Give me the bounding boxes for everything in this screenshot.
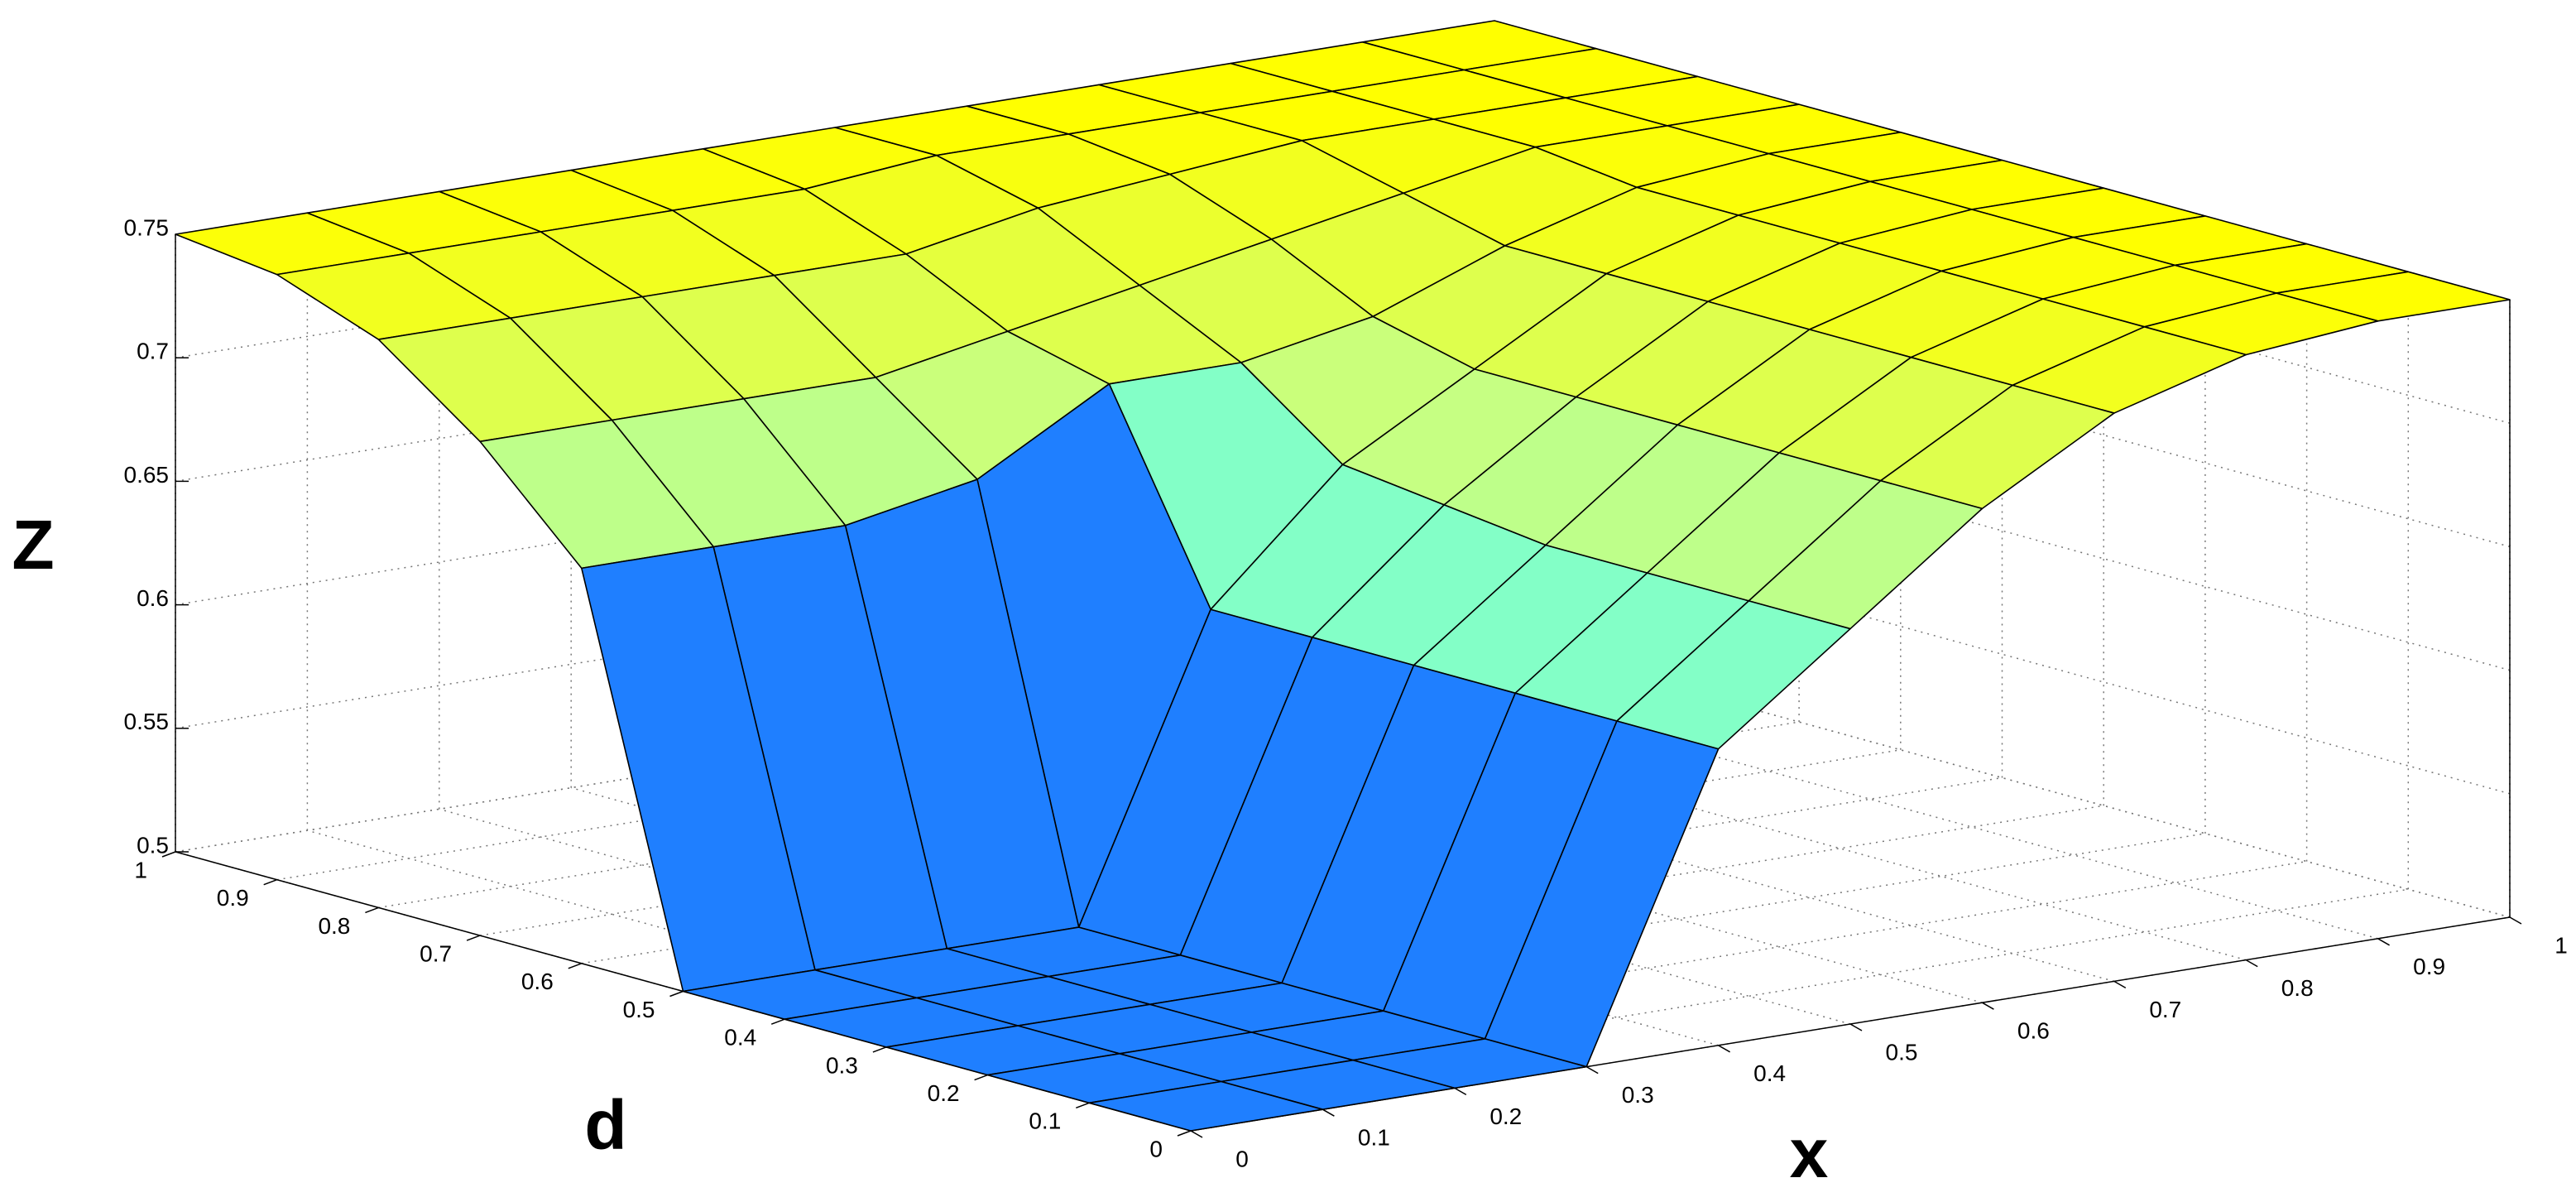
grid-line <box>683 776 2003 993</box>
d-tick <box>263 878 277 886</box>
d-tick <box>466 935 481 941</box>
z-tick-label: 0.75 <box>124 214 170 240</box>
d-tick-label: 0.3 <box>826 1052 858 1078</box>
x-tick <box>1982 1002 1994 1010</box>
x-tick-label: 0.7 <box>2149 997 2181 1022</box>
d-tick <box>1177 1130 1192 1137</box>
d-tick <box>365 906 379 914</box>
x-tick-label: 0 <box>1235 1146 1249 1171</box>
x-tick <box>1849 1023 1863 1031</box>
d-tick <box>1076 1102 1090 1109</box>
x-axis-label: x <box>1790 1114 1829 1192</box>
d-tick-label: 0 <box>1149 1136 1163 1161</box>
z-tick-label: 0.6 <box>137 585 169 611</box>
x-tick-label: 0.3 <box>1622 1082 1654 1108</box>
grid-line <box>987 860 2307 1076</box>
d-tick-label: 0.1 <box>1029 1108 1061 1134</box>
grid-line <box>784 805 2104 1020</box>
x-tick-label: 1 <box>2554 932 2568 958</box>
x-tick-label: 0.4 <box>1753 1060 1786 1086</box>
d-tick <box>669 990 684 998</box>
x-tick-label: 0.8 <box>2281 975 2314 1001</box>
x-tick <box>1454 1087 1467 1096</box>
d-tick-label: 0.5 <box>623 997 655 1022</box>
x-tick <box>1585 1065 1599 1075</box>
z-tick-label: 0.65 <box>124 462 170 488</box>
x-tick-label: 0.9 <box>2413 954 2445 979</box>
d-tick <box>974 1074 988 1081</box>
d-tick-label: 0.2 <box>928 1080 960 1106</box>
d-tick-label: 1 <box>134 857 147 882</box>
z-tick-label: 0.7 <box>137 339 169 364</box>
d-tick <box>568 963 583 969</box>
d-tick-label: 0.4 <box>724 1025 756 1051</box>
x-tick-label: 0.1 <box>1358 1125 1390 1151</box>
x-tick <box>1190 1130 1203 1138</box>
x-tick <box>2113 980 2127 989</box>
surface-cell <box>1088 1080 1324 1132</box>
x-tick-label: 0.5 <box>1886 1039 1918 1065</box>
z-axis-label: Z <box>12 506 54 584</box>
x-tick <box>2377 938 2390 946</box>
d-tick <box>872 1046 887 1053</box>
d-axis-label: d <box>584 1086 626 1164</box>
x-tick <box>2245 959 2258 968</box>
d-tick-label: 0.8 <box>318 913 350 939</box>
d-tick-label: 0.7 <box>420 940 452 966</box>
x-tick <box>1718 1045 1730 1053</box>
z-tick-label: 0.55 <box>124 709 170 734</box>
d-tick-label: 0.9 <box>217 885 249 911</box>
z-tick-label: 0.5 <box>137 832 169 858</box>
grid-line <box>1089 888 2409 1104</box>
x-tick-label: 0.6 <box>2017 1018 2050 1044</box>
d-tick <box>161 851 176 858</box>
grid-line <box>885 833 2206 1048</box>
x-tick-label: 0.2 <box>1489 1103 1522 1129</box>
x-tick <box>2509 916 2522 925</box>
x-tick <box>1322 1108 1335 1117</box>
d-tick-label: 0.6 <box>521 969 554 994</box>
d-tick <box>770 1018 785 1025</box>
